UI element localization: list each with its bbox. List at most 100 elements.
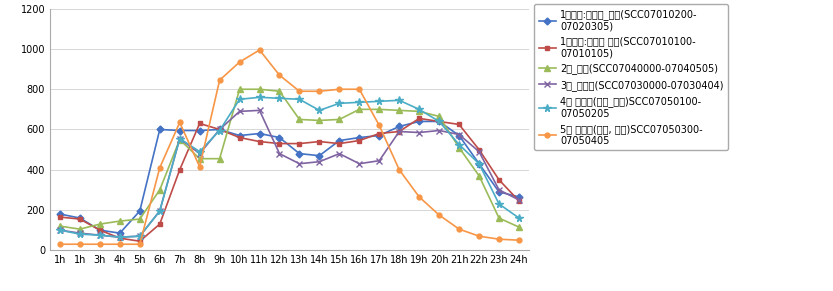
2종_버스(SCC07040000-07040505) [255, 88, 265, 91]
1종경자:승용차 경형(SCC07010100-
07010105) [314, 140, 324, 143]
1종경자:승용차 경형(SCC07010100-
07010105) [55, 215, 65, 219]
Line: 1종경자:승용차 경형(SCC07010100-
07010105): 1종경자:승용차 경형(SCC07010100- 07010105) [57, 116, 521, 244]
2종_버스(SCC07040000-07040505) [55, 224, 65, 228]
2종_버스(SCC07040000-07040505) [215, 157, 225, 160]
4종 화물차(소형_중형)SCC07050100-
07050205 [414, 108, 424, 111]
1종경자:승용차 경형(SCC07010100-
07010105) [514, 199, 524, 203]
3종_승합차(SCC07030000-07030404) [434, 129, 444, 132]
3종_승합차(SCC07030000-07030404) [414, 131, 424, 134]
1종일반:승용차_택시(SCC07010200-
07020305) [454, 134, 464, 137]
1종경자:승용차 경형(SCC07010100-
07010105) [454, 123, 464, 126]
1종경자:승용차 경형(SCC07010100-
07010105) [354, 139, 364, 142]
3종_승합차(SCC07030000-07030404) [55, 228, 65, 232]
5종 화물차(대형, 특수)SCC07050300-
07050405 [354, 88, 364, 91]
5종 화물차(대형, 특수)SCC07050300-
07050405 [454, 227, 464, 231]
4종 화물차(소형_중형)SCC07050100-
07050205 [314, 109, 324, 112]
4종 화물차(소형_중형)SCC07050100-
07050205 [354, 101, 364, 104]
1종경자:승용차 경형(SCC07010100-
07010105) [195, 122, 205, 125]
1종일반:승용차_택시(SCC07010200-
07020305) [414, 120, 424, 123]
5종 화물차(대형, 특수)SCC07050300-
07050405 [195, 165, 205, 168]
1종일반:승용차_택시(SCC07010200-
07020305) [374, 134, 384, 137]
1종경자:승용차 경형(SCC07010100-
07010105) [294, 142, 304, 145]
2종_버스(SCC07040000-07040505) [514, 225, 524, 229]
3종_승합차(SCC07030000-07030404) [135, 235, 145, 238]
1종경자:승용차 경형(SCC07010100-
07010105) [434, 120, 444, 123]
2종_버스(SCC07040000-07040505) [354, 108, 364, 111]
4종 화물차(소형_중형)SCC07050100-
07050205 [374, 100, 384, 103]
1종경자:승용차 경형(SCC07010100-
07010105) [414, 117, 424, 120]
1종경자:승용차 경형(SCC07010100-
07010105) [95, 228, 105, 232]
3종_승합차(SCC07030000-07030404) [354, 162, 364, 166]
Legend: 1종일반:승용차_택시(SCC07010200-
07020305), 1종경자:승용차 경형(SCC07010100-
07010105), 2종_버스(SC: 1종일반:승용차_택시(SCC07010200- 07020305), 1종경자… [534, 4, 728, 150]
1종경자:승용차 경형(SCC07010100-
07010105) [474, 148, 484, 151]
2종_버스(SCC07040000-07040505) [195, 157, 205, 160]
3종_승합차(SCC07030000-07030404) [474, 150, 484, 153]
1종일반:승용차_택시(SCC07010200-
07020305) [275, 136, 285, 139]
4종 화물차(소형_중형)SCC07050100-
07050205 [155, 209, 165, 213]
1종경자:승용차 경형(SCC07010100-
07010105) [135, 239, 145, 243]
1종일반:승용차_택시(SCC07010200-
07020305) [135, 209, 145, 213]
5종 화물차(대형, 특수)SCC07050300-
07050405 [75, 242, 85, 246]
5종 화물차(대형, 특수)SCC07050300-
07050405 [294, 90, 304, 93]
3종_승합차(SCC07030000-07030404) [155, 209, 165, 213]
4종 화물차(소형_중형)SCC07050100-
07050205 [95, 233, 105, 237]
4종 화물차(소형_중형)SCC07050100-
07050205 [394, 99, 404, 102]
4종 화물차(소형_중형)SCC07050100-
07050205 [474, 162, 484, 166]
1종일반:승용차_택시(SCC07010200-
07020305) [215, 128, 225, 131]
2종_버스(SCC07040000-07040505) [175, 138, 185, 141]
1종경자:승용차 경형(SCC07010100-
07010105) [175, 168, 185, 171]
1종일반:승용차_택시(SCC07010200-
07020305) [434, 120, 444, 123]
3종_승합차(SCC07030000-07030404) [75, 231, 85, 235]
2종_버스(SCC07040000-07040505) [95, 222, 105, 226]
1종일반:승용차_택시(SCC07010200-
07020305) [494, 190, 504, 194]
1종경자:승용차 경형(SCC07010100-
07010105) [494, 178, 504, 182]
5종 화물차(대형, 특수)SCC07050300-
07050405 [494, 237, 504, 241]
3종_승합차(SCC07030000-07030404) [115, 235, 125, 239]
2종_버스(SCC07040000-07040505) [434, 115, 444, 118]
1종일반:승용차_택시(SCC07010200-
07020305) [55, 212, 65, 216]
5종 화물차(대형, 특수)SCC07050300-
07050405 [434, 213, 444, 217]
1종일반:승용차_택시(SCC07010200-
07020305) [75, 216, 85, 220]
3종_승합차(SCC07030000-07030404) [175, 137, 185, 140]
5종 화물차(대형, 특수)SCC07050300-
07050405 [374, 124, 384, 127]
3종_승합차(SCC07030000-07030404) [454, 133, 464, 136]
1종일반:승용차_택시(SCC07010200-
07020305) [95, 228, 105, 232]
4종 화물차(소형_중형)SCC07050100-
07050205 [115, 235, 125, 239]
3종_승합차(SCC07030000-07030404) [255, 109, 265, 112]
2종_버스(SCC07040000-07040505) [135, 217, 145, 221]
3종_승합차(SCC07030000-07030404) [494, 188, 504, 192]
5종 화물차(대형, 특수)SCC07050300-
07050405 [414, 195, 424, 199]
4종 화물차(소형_중형)SCC07050100-
07050205 [75, 233, 85, 236]
4종 화물차(소형_중형)SCC07050100-
07050205 [195, 150, 205, 153]
Line: 4종 화물차(소형_중형)SCC07050100-
07050205: 4종 화물차(소형_중형)SCC07050100- 07050205 [56, 93, 523, 241]
1종경자:승용차 경형(SCC07010100-
07010105) [235, 136, 245, 139]
4종 화물차(소형_중형)SCC07050100-
07050205 [175, 137, 185, 140]
1종일반:승용차_택시(SCC07010200-
07020305) [314, 154, 324, 157]
4종 화물차(소형_중형)SCC07050100-
07050205 [275, 97, 285, 100]
1종경자:승용차 경형(SCC07010100-
07010105) [155, 222, 165, 226]
5종 화물차(대형, 특수)SCC07050300-
07050405 [334, 88, 344, 91]
Line: 2종_버스(SCC07040000-07040505): 2종_버스(SCC07040000-07040505) [57, 86, 522, 232]
5종 화물차(대형, 특수)SCC07050300-
07050405 [235, 60, 245, 64]
2종_버스(SCC07040000-07040505) [294, 118, 304, 121]
3종_승합차(SCC07030000-07030404) [374, 159, 384, 162]
5종 화물차(대형, 특수)SCC07050300-
07050405 [255, 48, 265, 52]
4종 화물차(소형_중형)SCC07050100-
07050205 [55, 228, 65, 232]
2종_버스(SCC07040000-07040505) [474, 174, 484, 178]
5종 화물차(대형, 특수)SCC07050300-
07050405 [55, 242, 65, 246]
4종 화물차(소형_중형)SCC07050100-
07050205 [215, 129, 225, 132]
Line: 3종_승합차(SCC07030000-07030404): 3종_승합차(SCC07030000-07030404) [57, 107, 522, 241]
1종경자:승용차 경형(SCC07010100-
07010105) [374, 132, 384, 135]
4종 화물차(소형_중형)SCC07050100-
07050205 [294, 97, 304, 101]
4종 화물차(소형_중형)SCC07050100-
07050205 [514, 216, 524, 220]
5종 화물차(대형, 특수)SCC07050300-
07050405 [135, 242, 145, 246]
5종 화물차(대형, 특수)SCC07050300-
07050405 [115, 242, 125, 246]
5종 화물차(대형, 특수)SCC07050300-
07050405 [215, 79, 225, 82]
5종 화물차(대형, 특수)SCC07050300-
07050405 [275, 73, 285, 77]
5종 화물차(대형, 특수)SCC07050300-
07050405 [474, 235, 484, 238]
1종경자:승용차 경형(SCC07010100-
07010105) [75, 217, 85, 221]
4종 화물차(소형_중형)SCC07050100-
07050205 [454, 143, 464, 146]
5종 화물차(대형, 특수)SCC07050300-
07050405 [155, 166, 165, 169]
1종일반:승용차_택시(SCC07010200-
07020305) [294, 152, 304, 155]
3종_승합차(SCC07030000-07030404) [294, 162, 304, 166]
